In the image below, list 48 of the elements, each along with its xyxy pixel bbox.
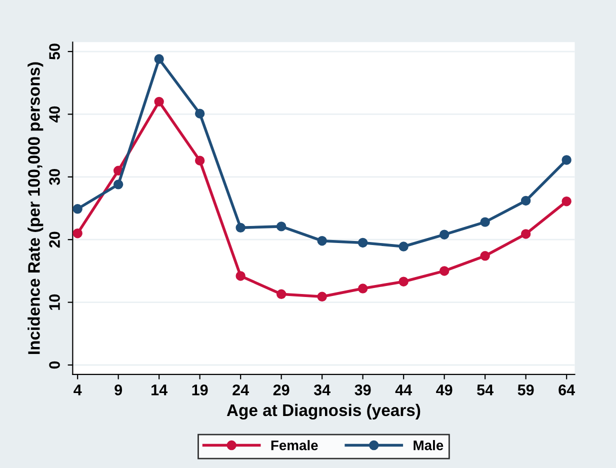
point xyxy=(562,155,572,165)
point xyxy=(358,284,368,294)
x-tick-label: 19 xyxy=(192,384,208,396)
point xyxy=(113,180,124,190)
point xyxy=(72,228,82,238)
point xyxy=(480,217,490,227)
y-tick-label: 0 xyxy=(49,361,60,369)
legend-label: Female xyxy=(271,440,318,450)
point xyxy=(439,230,450,240)
point xyxy=(439,266,450,276)
x-tick-label: 4 xyxy=(74,384,82,396)
point xyxy=(480,251,490,261)
point xyxy=(562,196,572,206)
point xyxy=(194,156,205,166)
point xyxy=(236,222,246,233)
x-tick-label: 59 xyxy=(518,384,534,396)
point xyxy=(398,242,408,252)
point xyxy=(276,289,286,300)
y-tick-label: 50 xyxy=(49,44,60,60)
point xyxy=(154,54,164,64)
point xyxy=(317,292,327,302)
x-tick-label: 64 xyxy=(558,384,575,396)
y-tick-label: 20 xyxy=(49,232,60,248)
x-tick-label: 14 xyxy=(152,384,168,396)
point xyxy=(154,96,164,107)
point xyxy=(276,222,286,232)
x-axis-title: Age at Diagnosis (years) xyxy=(226,404,420,420)
x-tick-label: 49 xyxy=(436,384,452,396)
y-axis-title: Incidence Rate (per 100,000 persons) xyxy=(28,62,44,354)
x-tick-label: 39 xyxy=(354,384,371,396)
point xyxy=(194,108,205,118)
point xyxy=(317,236,327,246)
x-tick-label: 29 xyxy=(273,384,290,396)
point xyxy=(358,238,368,248)
y-tick-label: 40 xyxy=(49,106,60,122)
x-tick-label: 24 xyxy=(232,384,249,396)
x-tick-label: 54 xyxy=(477,384,494,396)
point xyxy=(520,229,531,239)
point xyxy=(398,276,408,286)
x-tick-label: 44 xyxy=(395,384,412,396)
y-tick-label: 30 xyxy=(49,169,60,186)
legend-label: Male xyxy=(414,440,444,450)
x-tick-label: 9 xyxy=(114,384,122,396)
point xyxy=(520,196,531,206)
point xyxy=(72,204,82,214)
point xyxy=(236,271,246,281)
y-tick-label: 10 xyxy=(49,294,60,310)
x-tick-label: 34 xyxy=(314,384,330,396)
